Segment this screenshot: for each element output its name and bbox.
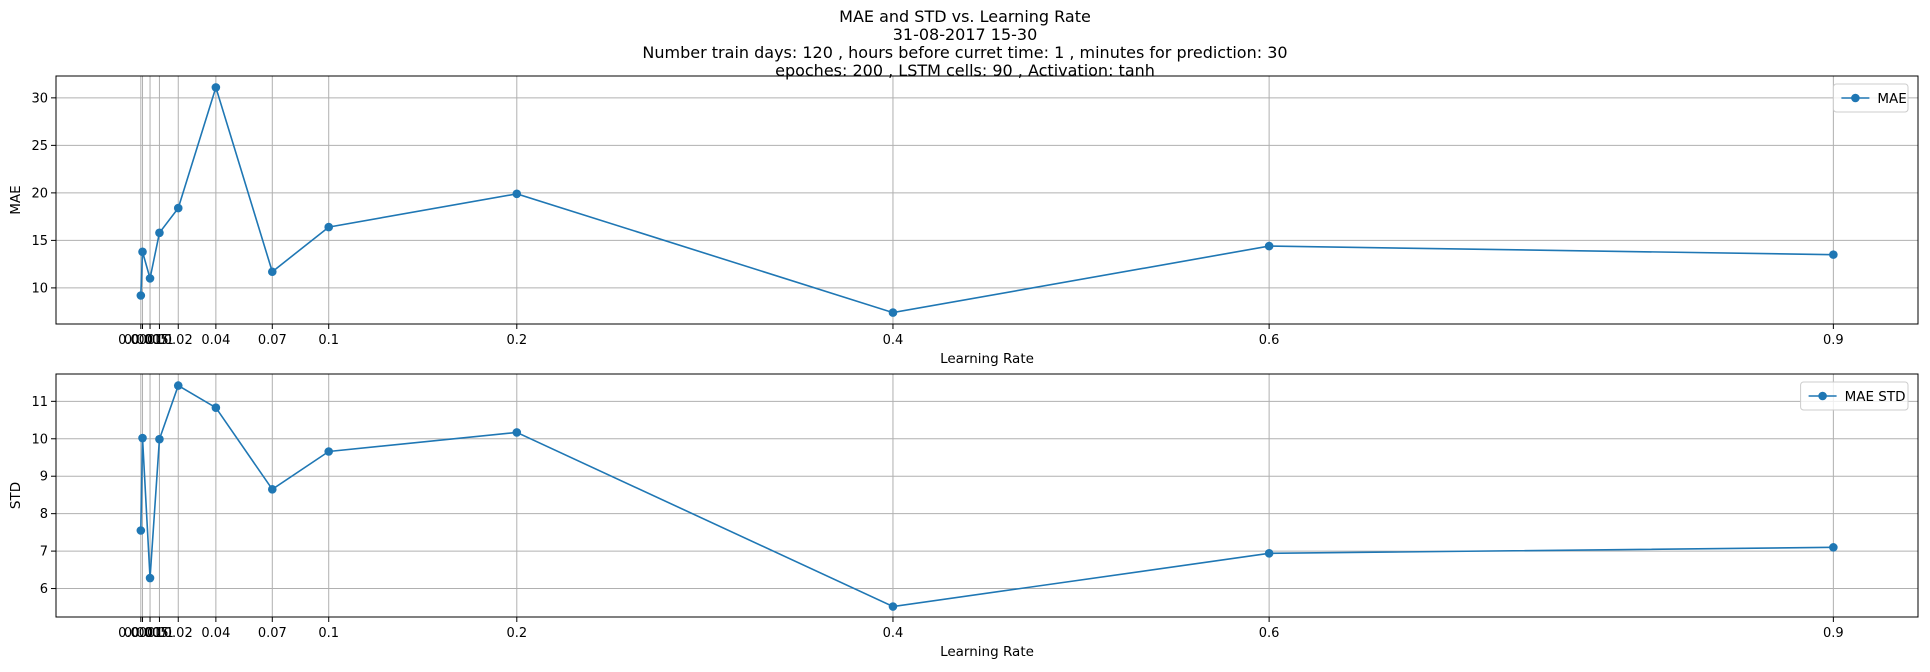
std-data-point bbox=[1829, 543, 1838, 552]
mae-legend-label: MAE bbox=[1877, 91, 1906, 107]
std-legend: MAE STD bbox=[1800, 381, 1909, 411]
mae-axes-frame bbox=[55, 75, 1919, 325]
std-data-point bbox=[138, 433, 147, 443]
mae-data-point bbox=[267, 267, 277, 277]
mae-y-tick-label: 25 bbox=[31, 139, 48, 154]
std-y-ticks: 6 7 8 9 10 11 bbox=[31, 395, 56, 597]
std-data-point bbox=[888, 602, 898, 611]
std-data-point bbox=[267, 485, 277, 494]
mae-data-point bbox=[324, 222, 334, 232]
std-x-tick-label: 0.005 bbox=[131, 626, 168, 641]
mae-x-tick-label: 0.4 bbox=[883, 333, 904, 348]
std-data-point bbox=[211, 403, 221, 412]
mae-x-tick-label: 0.005 bbox=[131, 333, 168, 348]
mae-data-point bbox=[173, 203, 183, 213]
std-y-axis-label: STD bbox=[8, 482, 24, 509]
mae-y-tick-label: 15 bbox=[31, 234, 48, 249]
mae-x-tick-label: 0.02 bbox=[164, 333, 193, 348]
title-line-2: 31-08-2017 15-30 bbox=[892, 25, 1038, 44]
mae-x-tick-label: 0.6 bbox=[1259, 333, 1280, 348]
mae-x-tick-label: 0.2 bbox=[506, 333, 527, 348]
std-x-tick-label: 0.01 bbox=[145, 626, 174, 641]
std-axes-frame bbox=[55, 373, 1919, 618]
std-x-tick-label: 0.07 bbox=[258, 626, 287, 641]
mae-series-line bbox=[140, 84, 1834, 314]
mae-data-point bbox=[145, 274, 155, 283]
std-data-point bbox=[324, 447, 334, 456]
mae-legend: MAE bbox=[1832, 83, 1909, 113]
std-x-tick-label: 0.1 bbox=[318, 626, 339, 641]
mae-data-point bbox=[512, 189, 522, 199]
mae-legend-box bbox=[1832, 83, 1909, 113]
mae-data-point bbox=[1829, 250, 1838, 259]
std-x-tick-label: 0.04 bbox=[201, 626, 230, 641]
mae-y-tick-label: 10 bbox=[31, 281, 48, 296]
title-line-1: MAE and STD vs. Learning Rate bbox=[839, 7, 1091, 26]
std-data-point bbox=[136, 526, 146, 535]
mae-x-tick-label: 0.001 bbox=[124, 333, 161, 348]
std-y-tick-label: 7 bbox=[40, 545, 48, 560]
std-x-tick-label: 0.6 bbox=[1259, 626, 1280, 641]
std-y-tick-label: 8 bbox=[40, 507, 48, 522]
mae-x-tick-label: 0.9 bbox=[1823, 333, 1844, 348]
std-x-tick-label: 0.9 bbox=[1823, 626, 1844, 641]
mae-x-tick-label: 0.01 bbox=[145, 333, 174, 348]
std-x-tick-label: 0.2 bbox=[506, 626, 527, 641]
std-y-tick-label: 10 bbox=[31, 432, 48, 447]
mae-series bbox=[136, 83, 1838, 317]
std-legend-box bbox=[1800, 381, 1909, 411]
std-series bbox=[136, 381, 1838, 611]
mae-data-point bbox=[136, 291, 146, 300]
std-data-point bbox=[1264, 549, 1274, 558]
mae-data-point bbox=[138, 247, 147, 257]
std-data-point bbox=[155, 434, 164, 444]
title-line-4: epoches: 200 , LSTM cells: 90 , Activati… bbox=[775, 61, 1155, 80]
mae-x-tick-label: 0.07 bbox=[258, 333, 287, 348]
std-data-point bbox=[173, 381, 183, 390]
chart-title: MAE and STD vs. Learning Rate 31-08-2017… bbox=[0, 8, 1930, 80]
mae-x-tick-label: 0.0001 bbox=[118, 333, 164, 348]
std-legend-label: MAE STD bbox=[1845, 389, 1906, 405]
mae-data-point bbox=[155, 228, 164, 238]
std-x-tick-label: 0.4 bbox=[883, 626, 904, 641]
std-legend-marker bbox=[1818, 391, 1827, 401]
mae-y-tick-label: 30 bbox=[31, 91, 48, 106]
std-y-tick-label: 9 bbox=[40, 470, 48, 485]
mae-data-point bbox=[1264, 241, 1274, 251]
std-x-axis-label: Learning Rate bbox=[940, 644, 1034, 660]
mae-grid bbox=[56, 76, 1918, 324]
std-x-tick-label: 0.02 bbox=[164, 626, 193, 641]
mae-data-point bbox=[888, 308, 898, 317]
std-data-point bbox=[145, 573, 155, 583]
std-y-tick-label: 11 bbox=[31, 395, 48, 410]
mae-y-ticks: 10 15 20 25 30 bbox=[31, 91, 56, 296]
std-data-point bbox=[512, 428, 522, 437]
std-x-tick-label: 0.0001 bbox=[118, 626, 164, 641]
std-grid bbox=[56, 374, 1918, 617]
mae-x-tick-label: 0.04 bbox=[201, 333, 230, 348]
mae-legend-marker bbox=[1851, 93, 1860, 103]
std-series-line bbox=[140, 384, 1834, 608]
mae-y-tick-label: 20 bbox=[31, 186, 48, 201]
std-x-tick-label: 0.001 bbox=[124, 626, 161, 641]
mae-data-point bbox=[211, 83, 221, 92]
mae-x-axis-label: Learning Rate bbox=[940, 351, 1034, 367]
mae-x-tick-label: 0.1 bbox=[318, 333, 339, 348]
title-line-3: Number train days: 120 , hours before cu… bbox=[642, 43, 1288, 62]
mae-y-axis-label: MAE bbox=[8, 185, 24, 214]
std-y-tick-label: 6 bbox=[40, 582, 48, 597]
